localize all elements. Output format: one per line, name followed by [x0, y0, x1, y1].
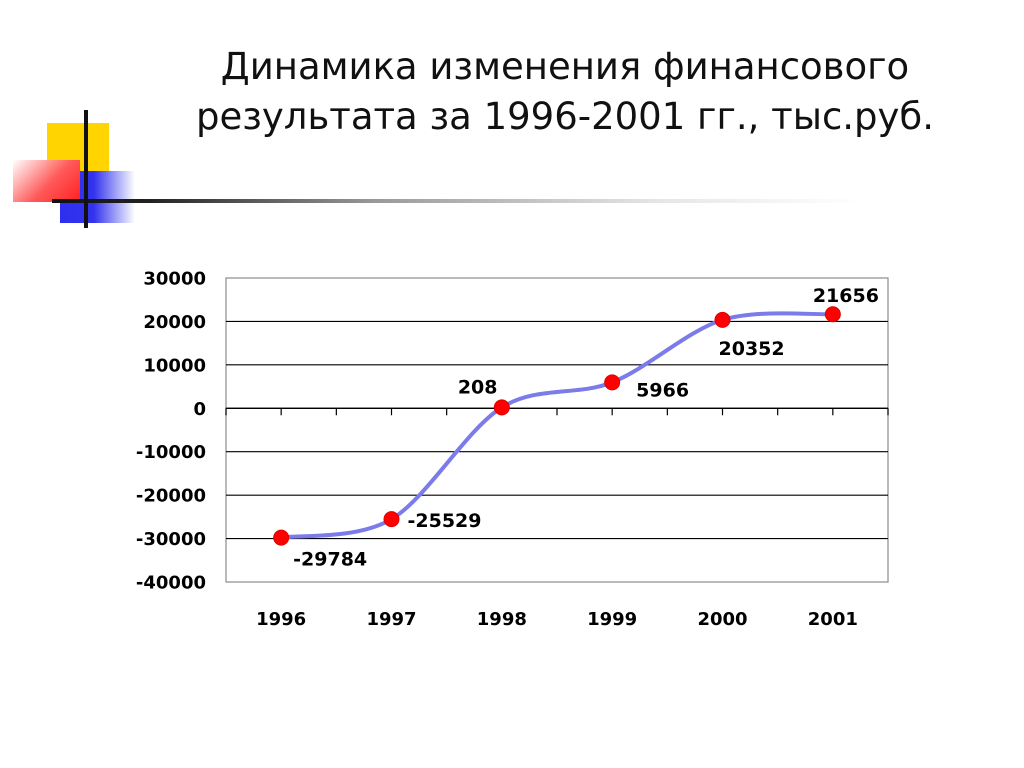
- data-point-marker: [273, 529, 290, 546]
- x-tick-label: 2001: [808, 609, 858, 630]
- data-label: 20352: [719, 338, 785, 360]
- y-tick-label: 30000: [143, 269, 206, 290]
- data-label: 21656: [813, 285, 879, 307]
- deco-vertical-rule: [84, 110, 88, 228]
- y-tick-label: 0: [193, 399, 206, 420]
- data-label: -29784: [293, 549, 367, 571]
- data-point-marker: [604, 374, 621, 391]
- y-tick-label: -20000: [136, 486, 206, 507]
- data-label: -25529: [408, 510, 482, 532]
- x-tick-label: 1998: [477, 609, 527, 630]
- y-tick-label: 20000: [143, 312, 206, 333]
- x-tick-label: 1996: [256, 609, 306, 630]
- y-tick-label: 10000: [143, 355, 206, 376]
- slide-title-line-2: результата за 1996-2001 гг., тыс.руб.: [195, 95, 935, 138]
- data-point-marker: [714, 311, 731, 328]
- y-tick-label: -40000: [136, 573, 206, 594]
- x-tick-label: 1999: [587, 609, 637, 630]
- data-point-marker: [493, 399, 510, 416]
- slide-title: Динамика изменения финансового результат…: [150, 42, 980, 142]
- data-label: 5966: [636, 379, 689, 401]
- x-tick-label: 2000: [697, 609, 747, 630]
- data-label: 208: [458, 376, 498, 398]
- y-tick-label: -30000: [136, 529, 206, 550]
- slide-title-line-1: Динамика изменения финансового: [220, 45, 910, 88]
- x-tick-label: 1997: [366, 609, 416, 630]
- y-tick-label: -10000: [136, 442, 206, 463]
- data-point-marker: [824, 306, 841, 323]
- deco-horizontal-rule: [52, 199, 862, 203]
- plot-area: [225, 277, 889, 583]
- data-point-marker: [383, 511, 400, 528]
- deco-red-square: [13, 160, 80, 202]
